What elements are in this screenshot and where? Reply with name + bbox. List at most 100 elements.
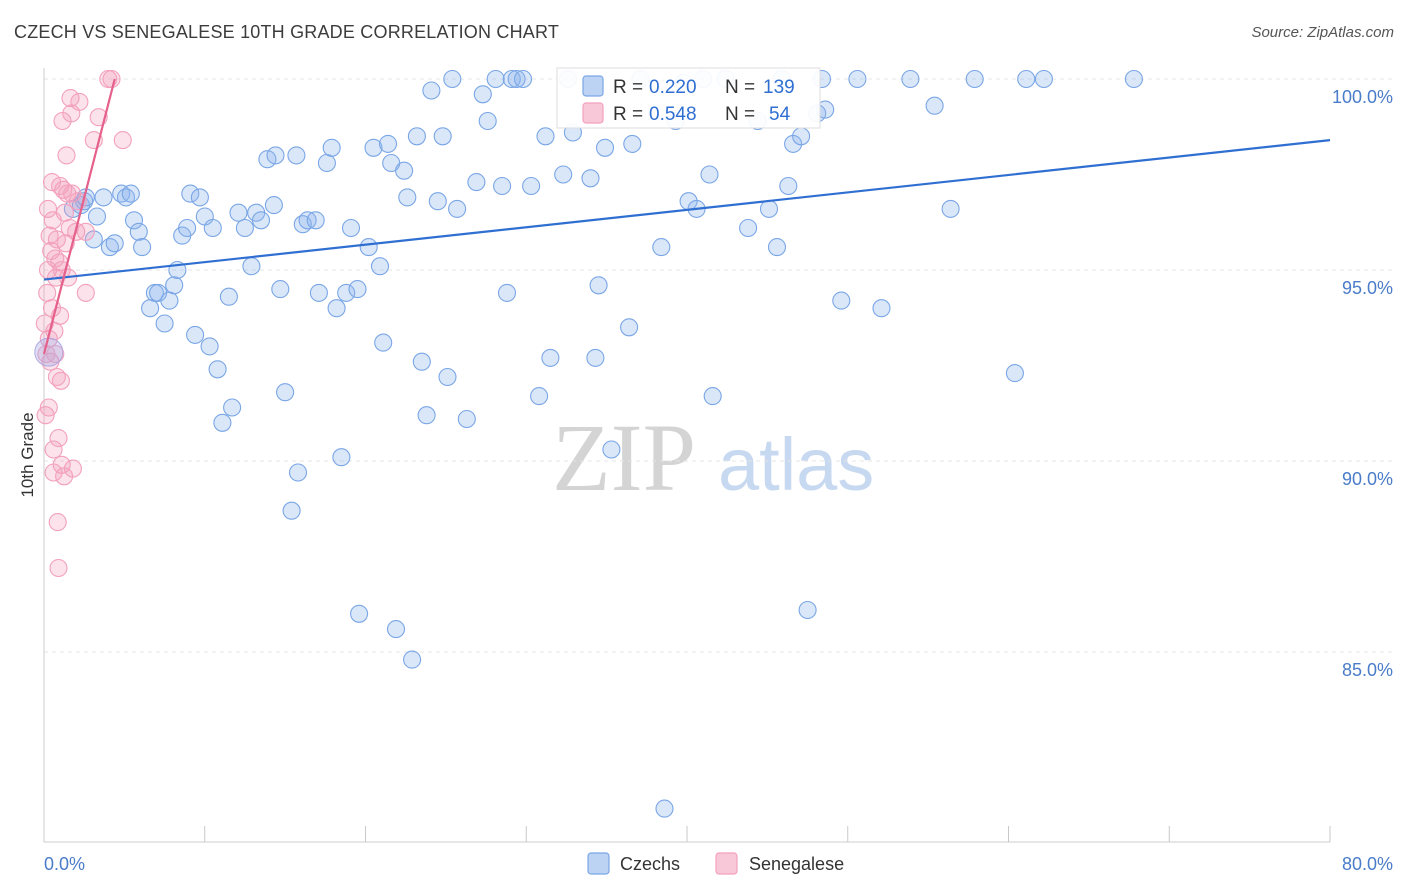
czechs-point-111 — [703, 387, 722, 406]
czechs-point-135 — [1124, 69, 1143, 89]
czechs-point-92 — [554, 165, 573, 184]
czechs-point-36 — [242, 257, 261, 276]
czechs-point-29 — [203, 218, 222, 238]
senegalese-point-48 — [76, 283, 95, 302]
series-senegalese-points — [34, 69, 132, 578]
czechs-point-65 — [386, 620, 406, 639]
czechs-point-77 — [448, 199, 467, 218]
czechs-point-86 — [507, 69, 526, 89]
czechs-point-126 — [848, 69, 867, 89]
senegalese-point-7 — [39, 398, 58, 417]
czechs-point-87 — [513, 69, 533, 89]
senegalese-point-18 — [46, 344, 65, 364]
senegalese-point-14 — [44, 440, 63, 459]
czechs-point-40 — [264, 196, 283, 215]
czechs-point-81 — [478, 111, 497, 131]
czechs-point-78 — [457, 409, 476, 429]
czechs-point-72 — [422, 81, 441, 100]
czechs-point-28 — [200, 337, 219, 356]
legend-n-value-czechs: 139 — [763, 77, 795, 98]
czechs-point-50 — [309, 283, 328, 302]
czechs-point-90 — [536, 127, 555, 146]
legend-r-value-senegalese: 0.548 — [649, 104, 697, 125]
trend-line-senegalese — [42, 78, 116, 355]
czechs-point-56 — [341, 218, 361, 238]
czechs-point-116 — [767, 238, 787, 257]
senegalese-point-4 — [38, 199, 58, 218]
czechs-point-59 — [359, 238, 378, 257]
czechs-point-84 — [497, 283, 517, 302]
y-axis-title: 10th Grade — [18, 412, 37, 497]
czechs-point-83 — [493, 176, 512, 196]
senegalese-point-cluster — [34, 337, 64, 367]
czechs-point-128 — [901, 69, 920, 89]
senegalese-point-30 — [52, 455, 71, 474]
czechs-point-26 — [190, 188, 209, 207]
czechs-point-133 — [1017, 69, 1036, 89]
czechs-point-49 — [306, 211, 325, 230]
czechs-point-57 — [348, 280, 367, 299]
legend-box: R = 0.220 N = 139 R = 0.548 N = 54 — [556, 67, 821, 129]
czechs-point-121 — [798, 600, 817, 620]
czechs-point-14 — [133, 238, 152, 257]
czechs-point-6 — [94, 188, 113, 207]
chart-source: Source: ZipAtlas.com — [1251, 24, 1394, 41]
czechs-point-61 — [370, 257, 390, 276]
czechs-point-8 — [105, 234, 124, 253]
czechs-point-18 — [155, 314, 174, 333]
czechs-point-120 — [792, 127, 811, 146]
czechs-point-115 — [759, 199, 779, 218]
czechs-point-30 — [208, 360, 227, 379]
bottom-legend-label-czechs: Czechs — [620, 854, 680, 874]
bottom-legend-label-senegalese: Senegalese — [749, 854, 844, 874]
czechs-point-44 — [282, 501, 301, 520]
czechs-point-12 — [124, 211, 144, 230]
czechs-point-20 — [165, 276, 184, 295]
watermark-zip: ZIP — [552, 404, 696, 511]
czechs-point-58 — [350, 604, 369, 623]
czechs-point-89 — [530, 387, 549, 406]
czechs-point-24 — [181, 184, 200, 203]
legend-r-label-czechs: R = — [613, 77, 643, 98]
czechs-point-132 — [1005, 364, 1024, 383]
czechs-point-113 — [739, 218, 758, 238]
senegalese-point-43 — [63, 459, 82, 478]
czechs-point-53 — [327, 299, 346, 318]
trend-line-czechs — [43, 139, 1331, 281]
czechs-point-80 — [473, 85, 492, 104]
senegalese-point-28 — [51, 371, 70, 390]
legend-swatch-czechs — [582, 75, 604, 97]
senegalese-point-40 — [61, 89, 80, 108]
czechs-point-79 — [467, 173, 486, 192]
czechs-point-38 — [251, 211, 271, 230]
senegalese-point-53 — [113, 131, 132, 150]
czechs-point-13 — [129, 222, 148, 241]
legend-n-label-czechs: N = — [725, 77, 755, 98]
czechs-point-63 — [378, 134, 398, 153]
senegalese-point-52 — [102, 69, 121, 89]
czechs-point-99 — [602, 440, 621, 459]
x-tick-label-min: 0.0% — [44, 854, 85, 874]
y-tick-label-2: 90.0% — [1342, 469, 1393, 489]
czechs-point-32 — [219, 287, 238, 306]
czechs-point-55 — [337, 283, 356, 302]
chart-title: CZECH VS SENEGALESE 10TH GRADE CORRELATI… — [14, 22, 560, 42]
czechs-point-100 — [620, 318, 639, 337]
czechs-point-75 — [438, 367, 457, 387]
legend-swatch-senegalese — [582, 102, 604, 124]
bottom-legend-swatch-senegalese — [715, 852, 738, 875]
czechs-point-103 — [652, 238, 671, 257]
czechs-point-127 — [872, 299, 891, 318]
czechs-point-54 — [332, 448, 351, 467]
czechs-point-35 — [235, 218, 254, 238]
bottom-legend-swatch-czechs — [587, 852, 610, 875]
czechs-point-134 — [1034, 69, 1053, 89]
senegalese-point-46 — [70, 92, 89, 111]
legend-r-label-senegalese: R = — [613, 104, 643, 125]
czechs-point-129 — [925, 96, 944, 115]
czechs-point-34 — [229, 203, 248, 222]
czechs-point-41 — [266, 146, 285, 165]
czechs-point-131 — [965, 69, 984, 89]
czechs-point-74 — [433, 127, 452, 146]
